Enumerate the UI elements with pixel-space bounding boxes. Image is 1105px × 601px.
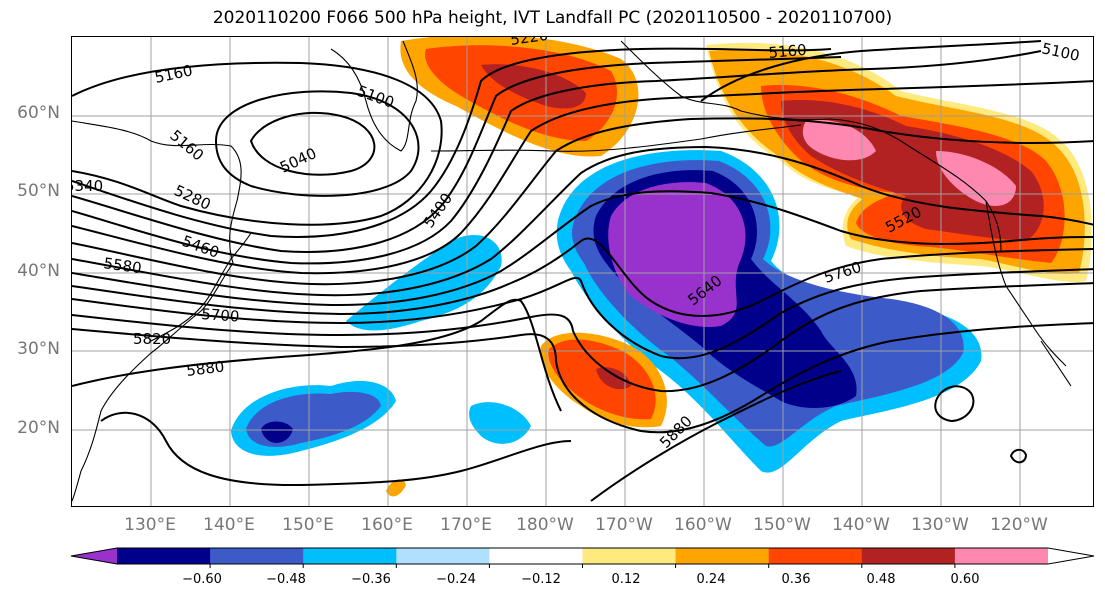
contour-label: 5160: [768, 41, 808, 62]
contour-5580: [72, 190, 1093, 307]
colorbar-tick-label: −0.60: [182, 572, 222, 587]
lat-label-40: 40°N: [17, 261, 60, 281]
contour-5100-west: [214, 90, 420, 197]
colorbar-tick-label: 0.24: [696, 572, 726, 587]
lon-label-160w: 160°W: [674, 515, 732, 535]
coast-baja: [1040, 340, 1072, 387]
coast-na-west: [985, 200, 1067, 367]
map-title: 2020110200 F066 500 hPa height, IVT Land…: [212, 8, 893, 28]
colorbar-segment: [954, 548, 1049, 564]
contour-5820: [72, 322, 1093, 434]
shade-negative-purple: [608, 182, 746, 327]
lon-label-120w: 120°W: [990, 515, 1048, 535]
shade-nwpac-sky: [346, 235, 502, 331]
height-contours: [72, 40, 1093, 502]
lon-label-130w: 130°W: [911, 515, 969, 535]
contour-5700: [72, 268, 1093, 360]
colorbar-tick-label: 0.48: [866, 572, 896, 587]
colorbar-segment: [396, 548, 490, 564]
lat-label-20: 20°N: [17, 418, 60, 438]
lon-label-170e: 170°E: [440, 515, 492, 535]
contour-5280: [72, 56, 842, 253]
lat-label-50: 50°N: [17, 181, 60, 201]
shade-subtrop-darkred: [596, 367, 631, 390]
contour-5160-east: [700, 40, 1042, 102]
colorbar-tick-label: −0.12: [521, 572, 561, 587]
lon-label-140e: 140°E: [203, 515, 255, 535]
lon-label-160e: 160°E: [361, 515, 413, 535]
contour-small-high: [934, 385, 975, 423]
colorbar-tick-label: −0.48: [266, 572, 306, 587]
shade-midpac-sky: [469, 402, 531, 444]
coast-kamchatka: [330, 40, 418, 152]
contour-label: 5700: [201, 305, 240, 326]
contour-label: 5880: [185, 357, 225, 380]
shade-nepac-pink1: [802, 119, 876, 161]
coastlines: [72, 40, 1072, 502]
lon-label-180w: 180°W: [516, 515, 574, 535]
map-panel: 5160 5100 5040 5160 5280 5400 5460 5580 …: [71, 36, 1094, 507]
contour-5880-north: [72, 298, 562, 412]
contour-5640: [72, 237, 1093, 317]
lat-label-30: 30°N: [17, 339, 60, 359]
colorbar-tick-label: 0.60: [950, 572, 980, 587]
graticule: [72, 37, 1093, 506]
contour-label: 5580: [102, 254, 142, 277]
contour-5160-west: [72, 61, 443, 226]
contour-5040: [249, 111, 376, 176]
contour-label: 5820: [133, 330, 171, 348]
colorbar-segment: [117, 548, 211, 564]
colorbar-segment: [489, 548, 583, 564]
contour-5220: [72, 47, 832, 238]
lon-label-150w: 150°W: [753, 515, 811, 535]
colorbar-segment: [210, 548, 304, 564]
colorbar-segment: [582, 548, 677, 564]
colorbar-extend-min: [71, 548, 117, 564]
contour-5760: [72, 282, 1093, 393]
shade-small-orange: [386, 479, 406, 497]
lat-label-60: 60°N: [17, 103, 60, 123]
contour-5520: [72, 145, 1093, 297]
colorbar-tick-label: 0.12: [611, 572, 641, 587]
lon-label-140w: 140°W: [832, 515, 890, 535]
contour-label: 5340: [72, 177, 103, 195]
colorbar-tick-label: 0.36: [781, 572, 811, 587]
colorbar-segment: [768, 548, 863, 564]
shade-wpac-navy: [261, 421, 293, 443]
shade-nepac-pink2: [936, 151, 1016, 206]
contour-5880-east: [590, 370, 842, 502]
colorbar-extend-max: [1048, 548, 1094, 564]
colorbar-segment: [675, 548, 770, 564]
map-canvas: 5160 5100 5040 5160 5280 5400 5460 5580 …: [72, 37, 1093, 506]
colorbar-segment: [861, 548, 956, 564]
contour-5340: [72, 50, 1042, 265]
lon-label-170w: 170°W: [595, 515, 653, 535]
colorbar-outline: [70, 547, 1095, 568]
colorbar-tick-label: −0.36: [351, 572, 391, 587]
coast-alaska: [620, 40, 1002, 252]
contour-5400: [72, 80, 1093, 275]
contour-small-high2: [1009, 448, 1028, 464]
colorbar-segment: [303, 548, 397, 564]
lon-label-150e: 150°E: [282, 515, 334, 535]
lon-label-130e: 130°E: [124, 515, 176, 535]
shade-aleutian-darkred: [481, 64, 586, 109]
colorbar-border: [70, 547, 1095, 565]
colorbar-segments: [71, 548, 1094, 564]
coast-aleutians: [430, 124, 802, 152]
contour-5460: [72, 117, 1093, 286]
coast-asia-east: [72, 120, 242, 502]
contour-label: 5220: [509, 37, 549, 49]
colorbar-tick-label: −0.24: [436, 572, 476, 587]
contour-5880-south: [100, 411, 572, 487]
